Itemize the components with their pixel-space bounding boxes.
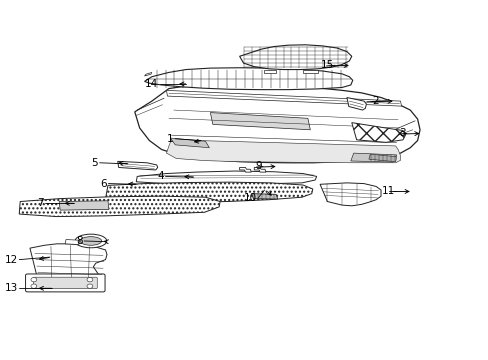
Polygon shape xyxy=(351,123,405,142)
Text: 12: 12 xyxy=(4,255,18,265)
Text: 11: 11 xyxy=(381,186,394,197)
Text: 5: 5 xyxy=(91,158,98,168)
Polygon shape xyxy=(166,140,400,163)
Polygon shape xyxy=(118,161,158,170)
Polygon shape xyxy=(239,167,251,172)
Circle shape xyxy=(87,278,93,282)
Polygon shape xyxy=(30,244,107,280)
Circle shape xyxy=(31,278,37,282)
Polygon shape xyxy=(166,90,401,106)
Polygon shape xyxy=(368,154,396,162)
Polygon shape xyxy=(136,171,316,184)
Circle shape xyxy=(31,284,37,288)
Polygon shape xyxy=(135,85,419,163)
Text: 6: 6 xyxy=(100,179,107,189)
Ellipse shape xyxy=(80,237,102,245)
Polygon shape xyxy=(346,98,366,110)
FancyBboxPatch shape xyxy=(25,274,105,292)
Ellipse shape xyxy=(75,234,106,248)
Text: 9: 9 xyxy=(254,161,261,171)
Text: 7: 7 xyxy=(37,198,43,208)
Polygon shape xyxy=(350,153,396,162)
Text: 1: 1 xyxy=(167,134,173,144)
Text: 13: 13 xyxy=(4,283,18,293)
Text: 10: 10 xyxy=(243,193,256,203)
Polygon shape xyxy=(320,183,380,206)
Polygon shape xyxy=(65,239,80,244)
Text: 4: 4 xyxy=(157,171,163,181)
Polygon shape xyxy=(251,194,277,199)
Polygon shape xyxy=(254,167,265,172)
Polygon shape xyxy=(59,201,109,210)
Polygon shape xyxy=(264,69,276,73)
Polygon shape xyxy=(210,113,310,130)
Polygon shape xyxy=(170,138,209,148)
Text: 8: 8 xyxy=(76,236,82,246)
Polygon shape xyxy=(144,68,352,90)
Text: 14: 14 xyxy=(144,79,158,89)
Polygon shape xyxy=(144,72,152,76)
Polygon shape xyxy=(303,69,317,73)
Text: 2: 2 xyxy=(371,96,378,106)
Polygon shape xyxy=(105,182,312,202)
FancyBboxPatch shape xyxy=(33,277,97,289)
Polygon shape xyxy=(239,45,351,69)
Circle shape xyxy=(87,284,93,288)
Polygon shape xyxy=(19,196,220,217)
Text: 15: 15 xyxy=(320,60,333,70)
Text: 3: 3 xyxy=(398,129,405,138)
